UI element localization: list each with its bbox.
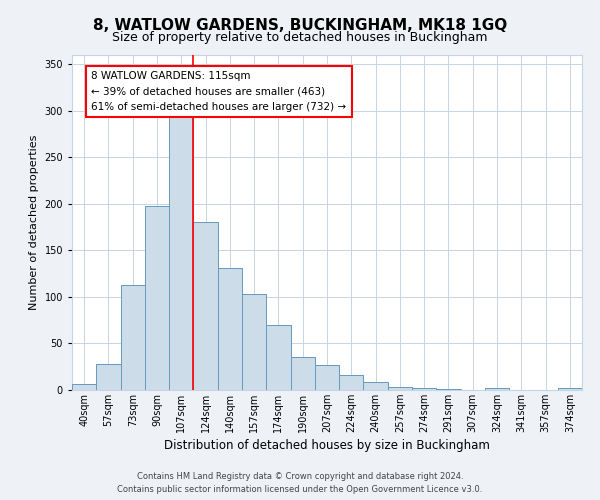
- Bar: [169, 118, 193, 390]
- Bar: [290, 358, 315, 390]
- Text: 8, WATLOW GARDENS, BUCKINGHAM, MK18 1GQ: 8, WATLOW GARDENS, BUCKINGHAM, MK18 1GQ: [93, 18, 507, 32]
- Bar: [339, 375, 364, 390]
- Bar: [412, 388, 436, 390]
- Bar: [121, 285, 145, 390]
- Bar: [388, 387, 412, 390]
- Bar: [364, 382, 388, 390]
- Text: Size of property relative to detached houses in Buckingham: Size of property relative to detached ho…: [112, 31, 488, 44]
- Bar: [145, 206, 169, 390]
- Bar: [558, 388, 582, 390]
- Bar: [72, 384, 96, 390]
- Bar: [315, 365, 339, 390]
- Y-axis label: Number of detached properties: Number of detached properties: [29, 135, 39, 310]
- Bar: [218, 268, 242, 390]
- Bar: [485, 388, 509, 390]
- Bar: [436, 389, 461, 390]
- Text: Contains HM Land Registry data © Crown copyright and database right 2024.
Contai: Contains HM Land Registry data © Crown c…: [118, 472, 482, 494]
- X-axis label: Distribution of detached houses by size in Buckingham: Distribution of detached houses by size …: [164, 439, 490, 452]
- Text: 8 WATLOW GARDENS: 115sqm
← 39% of detached houses are smaller (463)
61% of semi-: 8 WATLOW GARDENS: 115sqm ← 39% of detach…: [91, 71, 347, 112]
- Bar: [266, 325, 290, 390]
- Bar: [193, 222, 218, 390]
- Bar: [242, 294, 266, 390]
- Bar: [96, 364, 121, 390]
